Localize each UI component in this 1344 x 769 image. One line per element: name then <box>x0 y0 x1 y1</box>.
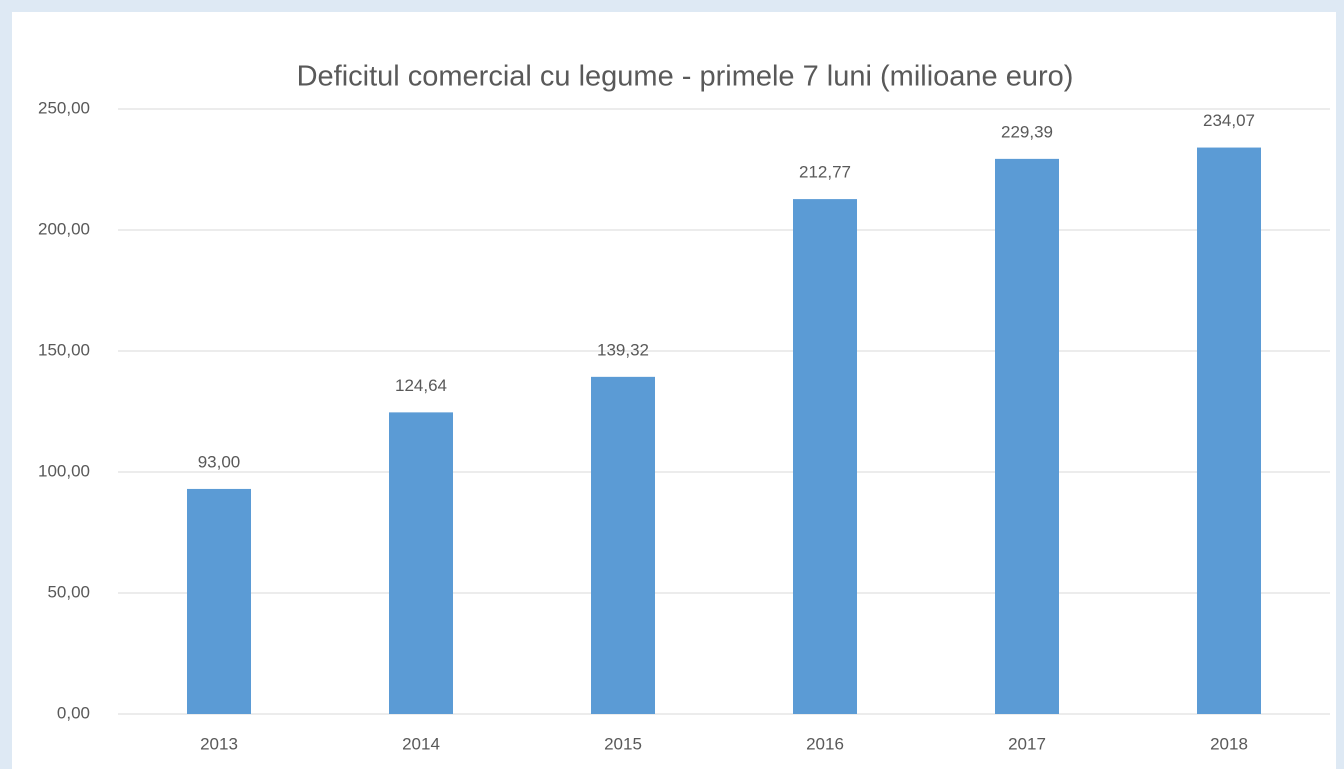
bar <box>187 488 251 714</box>
x-tick-label: 2018 <box>1210 734 1248 753</box>
bar <box>389 412 453 714</box>
y-tick-label: 100,00 <box>38 461 90 480</box>
x-tick-label: 2014 <box>402 734 440 753</box>
data-label: 139,32 <box>597 340 649 359</box>
data-label: 124,64 <box>395 376 447 395</box>
y-tick-label: 150,00 <box>38 340 90 359</box>
y-tick-label: 50,00 <box>47 582 90 601</box>
x-tick-label: 2016 <box>806 734 844 753</box>
y-tick-label: 250,00 <box>38 98 90 117</box>
x-tick-label: 2015 <box>604 734 642 753</box>
data-label: 229,39 <box>1001 122 1053 141</box>
bar <box>793 199 857 714</box>
x-tick-label: 2017 <box>1008 734 1046 753</box>
data-label: 212,77 <box>799 163 851 182</box>
data-label: 234,07 <box>1203 111 1255 130</box>
chart-title: Deficitul comercial cu legume - primele … <box>297 61 1074 93</box>
bar <box>1197 147 1261 714</box>
y-tick-label: 200,00 <box>38 219 90 238</box>
bar <box>995 158 1059 714</box>
data-label: 93,00 <box>198 452 241 471</box>
x-tick-label: 2013 <box>200 734 238 753</box>
y-tick-label: 0,00 <box>57 703 90 722</box>
bar <box>591 376 655 714</box>
